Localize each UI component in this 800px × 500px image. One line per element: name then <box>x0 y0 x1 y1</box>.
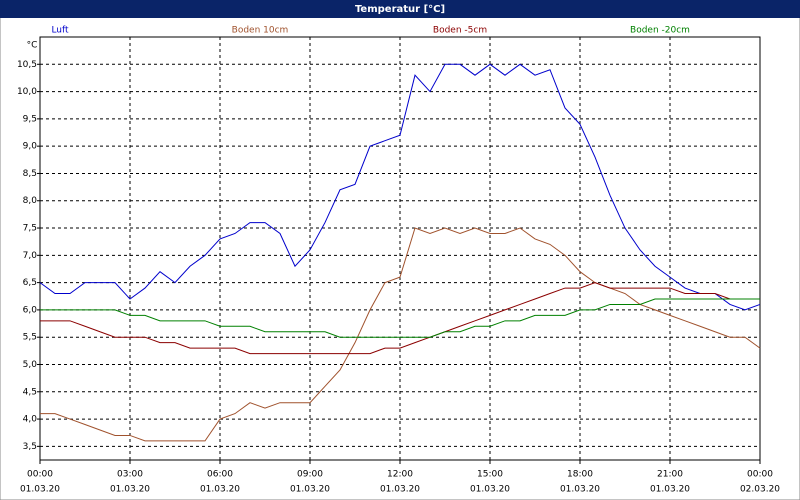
y-unit: °C <box>27 41 38 51</box>
x-tick-date: 01.03.20 <box>650 485 690 495</box>
y-tick-label: 6,5 <box>23 278 37 288</box>
legend-entry: Boden -5cm <box>433 26 487 36</box>
legend-entry: Boden 10cm <box>232 26 289 36</box>
legend-entry: Luft <box>51 26 69 36</box>
x-tick-label: 15:00 <box>477 470 503 480</box>
series-line <box>39 63 761 311</box>
y-tick-label: 3,5 <box>23 442 37 452</box>
y-tick-label: 5,0 <box>23 360 38 370</box>
x-tick-date: 02.03.20 <box>740 485 780 495</box>
x-tick-label: 18:00 <box>567 470 593 480</box>
x-tick-label: 09:00 <box>297 470 323 480</box>
x-tick-label: 03:00 <box>117 470 143 480</box>
title-bar <box>0 0 800 18</box>
y-tick-label: 9,5 <box>23 114 37 124</box>
chart-title: Temperatur [°C] <box>355 4 445 15</box>
x-tick-label: 12:00 <box>387 470 413 480</box>
y-tick-label: 8,0 <box>23 196 38 206</box>
x-tick-date: 01.03.20 <box>290 485 330 495</box>
y-tick-label: 6,0 <box>23 305 38 315</box>
y-tick-label: 5,5 <box>23 333 37 343</box>
x-tick-label: 21:00 <box>657 470 683 480</box>
y-tick-label: 4,5 <box>23 387 37 397</box>
x-tick-date: 01.03.20 <box>380 485 420 495</box>
y-tick-label: 10,0 <box>17 87 37 97</box>
y-tick-label: 9,0 <box>23 142 38 152</box>
legend-entry: Boden -20cm <box>630 26 690 36</box>
x-tick-date: 01.03.20 <box>20 485 60 495</box>
x-tick-date: 01.03.20 <box>200 485 240 495</box>
x-tick-date: 01.03.20 <box>110 485 150 495</box>
x-tick-date: 01.03.20 <box>560 485 600 495</box>
y-tick-label: 10,5 <box>17 60 37 70</box>
x-tick-label: 00:00 <box>27 470 53 480</box>
x-tick-label: 00:00 <box>747 470 773 480</box>
series-line <box>40 298 760 338</box>
x-tick-label: 06:00 <box>207 470 233 480</box>
x-tick-date: 01.03.20 <box>470 485 510 495</box>
y-tick-label: 4,0 <box>23 415 38 425</box>
y-tick-label: 7,0 <box>23 251 38 261</box>
y-tick-label: 7,5 <box>23 224 37 234</box>
series-line <box>40 282 760 355</box>
y-tick-label: 8,5 <box>23 169 37 179</box>
